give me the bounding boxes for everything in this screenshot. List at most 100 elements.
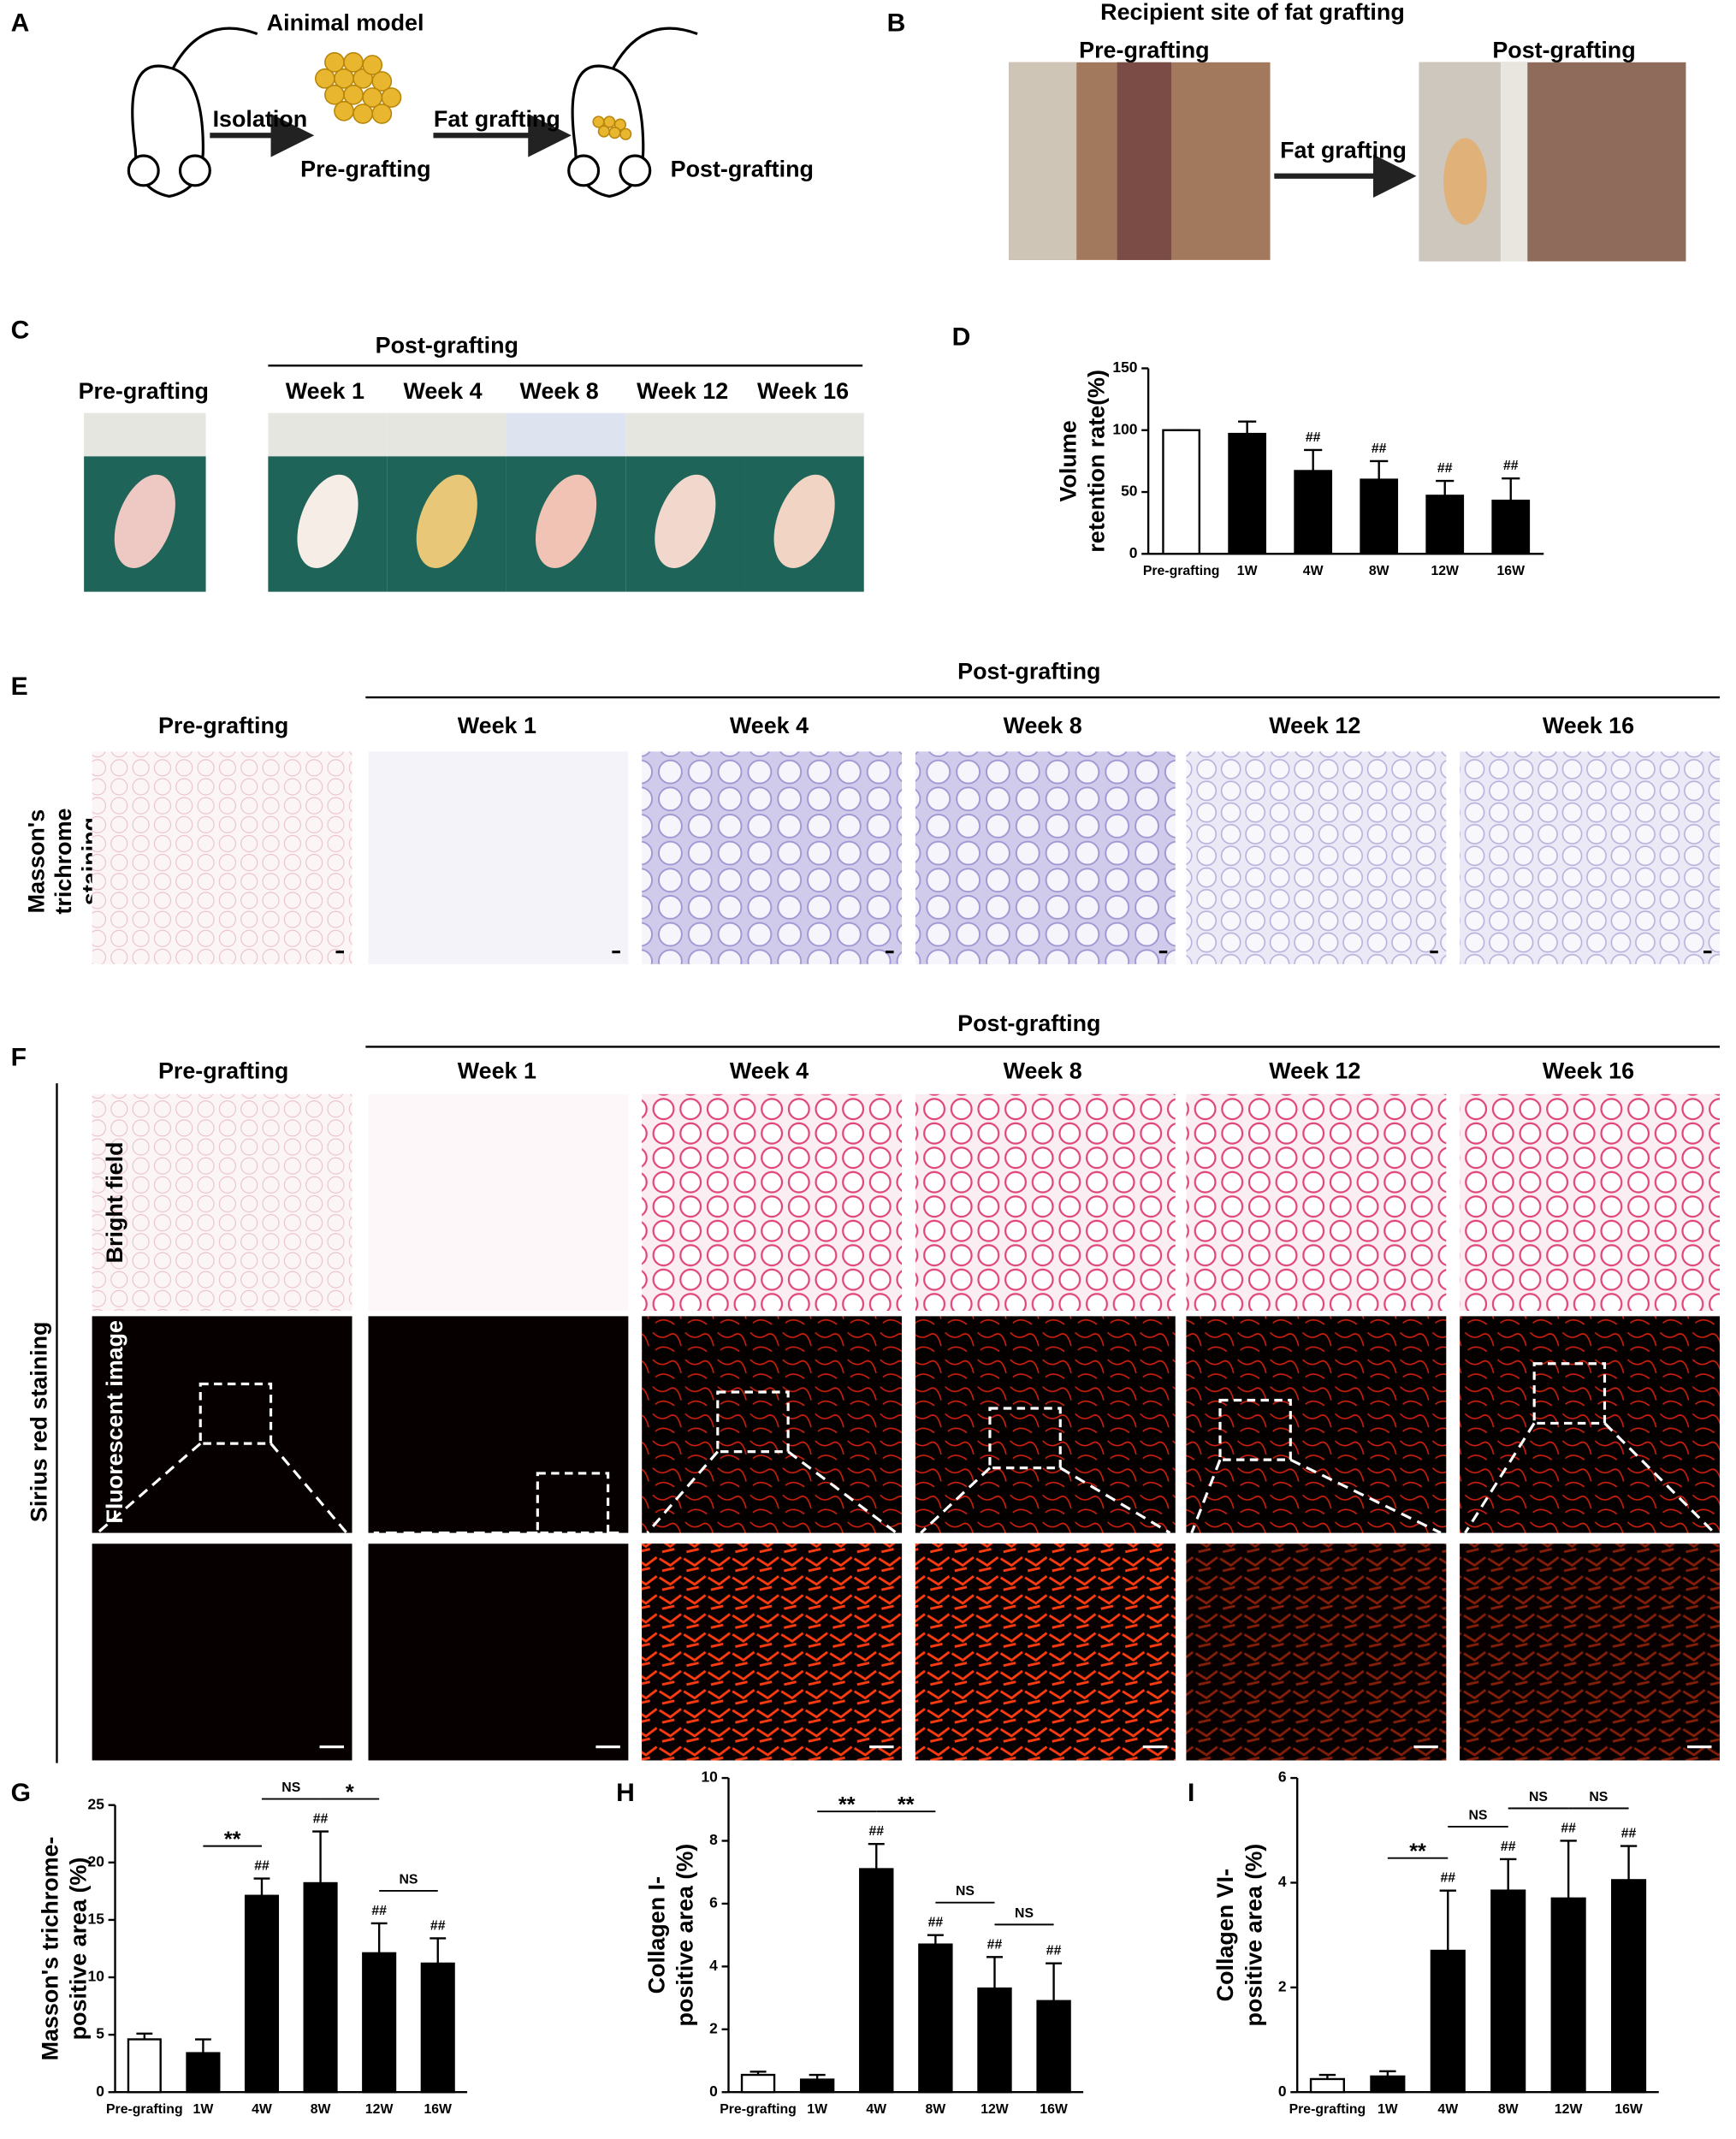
x-tick-label: 16W [1040, 2102, 1068, 2117]
panel-letter: A [11, 9, 30, 37]
micrograph [92, 1544, 353, 1761]
graft-specimen [655, 474, 716, 568]
x-tick-label: 12W [365, 2102, 394, 2117]
zoom-box [716, 1390, 790, 1454]
label: Isolation [213, 106, 308, 132]
comparison-label: * [346, 1781, 354, 1804]
panel-letter: C [11, 317, 30, 345]
significance-mark: ## [1501, 1840, 1516, 1854]
micrograph [1460, 751, 1721, 964]
significance-mark: ## [313, 1812, 329, 1827]
micrograph-overlay [1460, 1544, 1721, 1761]
y-axis-label: Collagen VI- [1212, 1869, 1238, 2001]
bar [1491, 499, 1531, 555]
x-tick-label: 16W [1496, 564, 1525, 578]
significance-mark: ## [371, 1904, 387, 1918]
significance-mark: ## [1440, 1871, 1455, 1886]
photo [1009, 62, 1077, 260]
x-tick-label: 4W [1437, 2102, 1458, 2117]
comparison-label: NS [1469, 1808, 1488, 1822]
x-tick-label: Pre-grafting [1289, 2102, 1366, 2117]
graft-specimen [536, 474, 597, 568]
column-label: Week 1 [458, 1058, 536, 1084]
zoom-line [646, 1450, 720, 1534]
column-label: Week 16 [757, 378, 849, 404]
zoom-box [198, 1382, 273, 1445]
x-tick-label: 12W [981, 2102, 1009, 2117]
bar [1294, 470, 1333, 555]
bar [244, 1894, 280, 2094]
panel-title: Recipient site of fat grafting [1100, 0, 1405, 25]
zoom-line [920, 1466, 992, 1534]
column-label: Week 8 [520, 378, 599, 404]
x-tick-label: 8W [1369, 564, 1389, 578]
graft-specimen [297, 474, 358, 568]
micrograph [915, 751, 1176, 964]
comparison-label: ** [224, 1828, 241, 1852]
zoom-line [1464, 1422, 1536, 1534]
fat-cluster [314, 51, 632, 140]
y-tick-label: 150 [1112, 358, 1137, 376]
y-tick-label: 5 [96, 2025, 104, 2042]
column-label: Pre-grafting [79, 378, 209, 404]
x-tick-label: 16W [1615, 2102, 1643, 2117]
significance-mark: ## [1561, 1821, 1576, 1835]
micrograph [1186, 1316, 1447, 1533]
x-tick-label: Pre-grafting [106, 2102, 183, 2117]
micrograph [1186, 1093, 1447, 1312]
bar [1490, 1889, 1526, 2094]
bar [740, 2073, 776, 2094]
zoom-line [1289, 1458, 1442, 1535]
column-label: Week 4 [403, 378, 482, 404]
group-label: Post-grafting [376, 332, 518, 358]
row-label: Bright field [102, 1141, 127, 1263]
bar [1360, 478, 1399, 555]
column-label: Week 4 [730, 713, 809, 738]
comparison-label: NS [1589, 1790, 1608, 1804]
significance-mark: ## [254, 1859, 270, 1874]
column-label: Week 12 [1269, 713, 1360, 738]
comparison-label: ** [898, 1793, 915, 1817]
y-tick-label: 4 [1278, 1873, 1287, 1890]
micrograph [915, 1093, 1176, 1312]
column-label: Week 16 [1543, 1058, 1634, 1084]
panel-letter: B [887, 9, 906, 37]
column-label: Week 12 [637, 378, 728, 404]
group-label: Post-grafting [957, 1010, 1100, 1036]
y-tick-label: 15 [88, 1911, 105, 1928]
micrograph [368, 1544, 629, 1761]
y-tick-label: 0 [96, 2083, 104, 2100]
micrograph [368, 1093, 629, 1312]
label: Pre-grafting [300, 157, 430, 182]
x-tick-label: 4W [866, 2102, 886, 2117]
significance-mark: ## [430, 1918, 446, 1933]
panel-letter: H [616, 1779, 635, 1807]
graft-specimen [114, 474, 175, 568]
y-tick-label: 2 [1278, 1977, 1287, 1994]
label: Fat grafting [434, 106, 560, 132]
micrograph-overlay [915, 1544, 1176, 1761]
y-axis-label: positive area (%) [65, 1858, 91, 2041]
y-tick-label: 10 [701, 1769, 717, 1786]
micrograph [1460, 1316, 1721, 1533]
y-tick-label: 50 [1121, 483, 1137, 500]
panel-letter: I [1188, 1779, 1194, 1807]
x-tick-label: 1W [1378, 2102, 1398, 2117]
y-tick-label: 0 [1129, 544, 1138, 561]
x-tick-label: 12W [1431, 564, 1459, 578]
graft-specimen [416, 474, 477, 568]
bar [1228, 432, 1267, 555]
micrograph [1186, 751, 1447, 964]
comparison-label: NS [956, 1884, 975, 1899]
zoom-box [1532, 1362, 1607, 1425]
bar [303, 1881, 338, 2094]
bar [1036, 2000, 1071, 2094]
y-axis-label: Masson's trichrome- [37, 1837, 62, 2061]
bar [859, 1868, 894, 2094]
label: Post-grafting [1492, 37, 1635, 62]
micrograph-overlay [1186, 1544, 1447, 1761]
column-label: Pre-grafting [158, 1058, 288, 1084]
panel-letter: F [11, 1044, 27, 1072]
